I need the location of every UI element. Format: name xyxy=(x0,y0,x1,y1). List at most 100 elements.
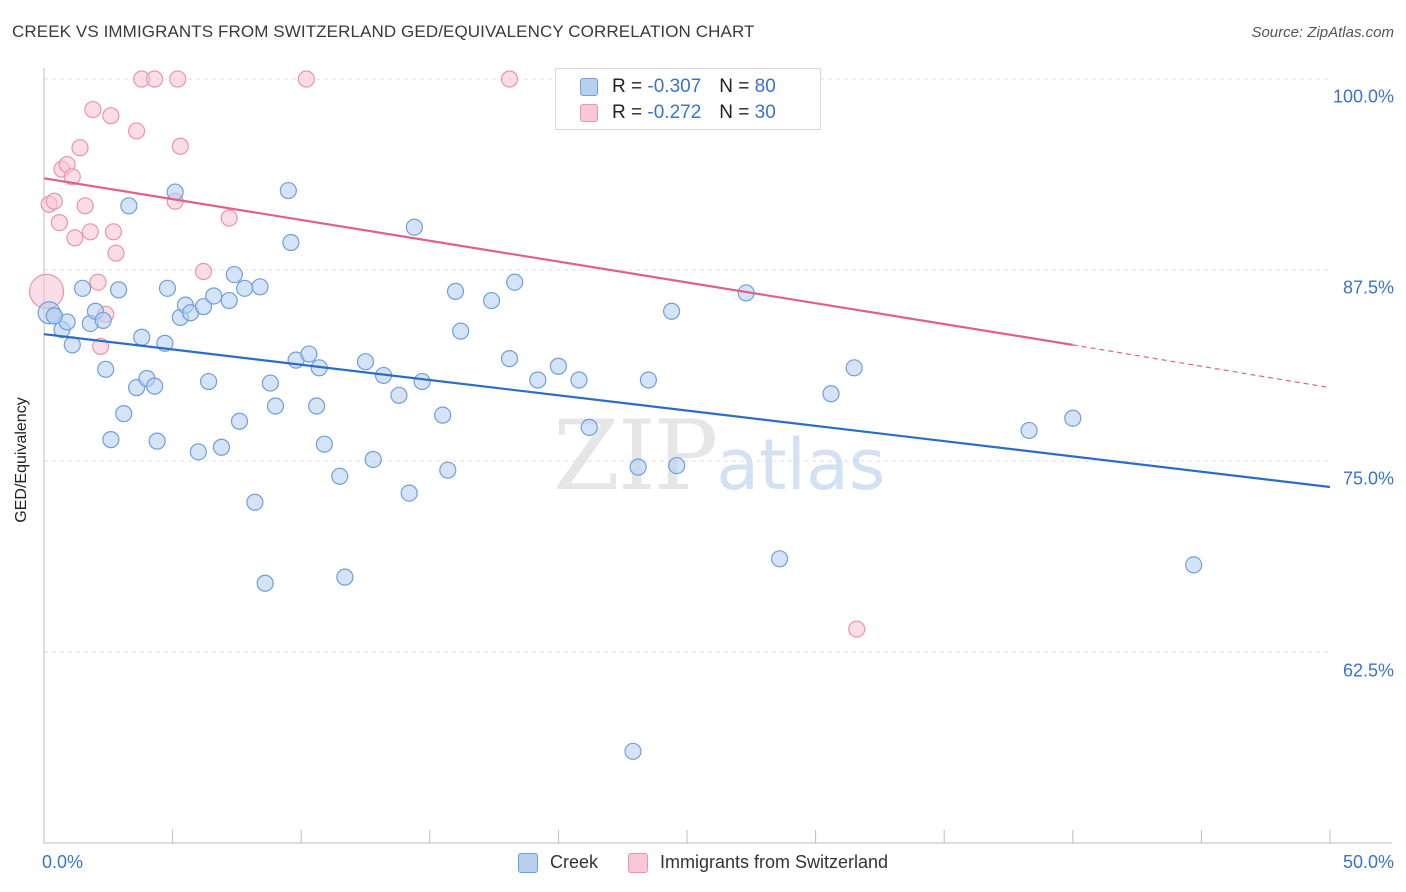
data-point-creek xyxy=(331,467,349,485)
data-point-creek xyxy=(629,458,647,476)
data-point-creek xyxy=(624,742,642,760)
data-point-creek xyxy=(189,443,207,461)
data-point-creek xyxy=(282,233,300,252)
data-point-creek xyxy=(205,287,223,305)
x-tick-label: 50.0% xyxy=(1342,852,1394,872)
data-point-creek xyxy=(212,438,231,456)
data-point-swiss xyxy=(84,100,102,119)
watermark-atlas: atlas xyxy=(716,424,886,506)
data-point-creek xyxy=(200,372,218,391)
data-point-creek xyxy=(279,181,297,200)
data-point-creek xyxy=(120,197,138,215)
data-point-swiss xyxy=(107,244,125,262)
data-point-creek xyxy=(102,431,120,449)
data-point-swiss xyxy=(81,223,99,241)
data-point-creek xyxy=(148,432,166,450)
data-point-creek xyxy=(580,418,598,436)
data-point-swiss xyxy=(45,192,63,210)
axes xyxy=(43,68,1392,844)
data-point-creek xyxy=(158,279,177,297)
data-point-creek xyxy=(405,218,423,236)
data-point-creek xyxy=(97,360,115,378)
data-point-creek xyxy=(549,357,568,375)
data-point-creek xyxy=(300,345,318,363)
data-point-creek xyxy=(115,405,133,423)
data-point-swiss xyxy=(104,223,123,241)
data-point-creek xyxy=(261,374,279,392)
data-point-creek xyxy=(668,456,686,475)
data-point-creek xyxy=(315,435,333,453)
data-point-creek xyxy=(220,291,238,310)
data-point-creek xyxy=(639,371,658,389)
data-point-creek xyxy=(1064,409,1082,427)
data-point-creek xyxy=(246,493,264,511)
y-tick-label: 100.0% xyxy=(1332,86,1394,107)
data-point-creek xyxy=(336,568,354,586)
source-label: Source: ZipAtlas.com xyxy=(1251,24,1394,41)
watermark-zip: ZIP xyxy=(553,400,718,512)
data-point-creek xyxy=(109,281,128,299)
data-point-swiss xyxy=(194,262,213,281)
trend-lines xyxy=(43,177,1331,489)
data-point-creek xyxy=(73,279,92,297)
n-value: 80 xyxy=(754,76,776,97)
data-point-swiss xyxy=(63,168,81,186)
n-label: N = xyxy=(719,76,750,97)
data-point-creek xyxy=(390,386,408,404)
data-point-swiss xyxy=(76,197,94,215)
data-point-creek xyxy=(506,273,524,291)
y-axis-label: GED/Equivalency xyxy=(13,397,30,523)
data-point-creek xyxy=(446,282,465,300)
series-immigrants-from-switzerland xyxy=(28,70,866,638)
series-creek xyxy=(37,70,1203,760)
data-point-swiss xyxy=(169,70,187,88)
trend-line-swiss-extrapolated xyxy=(1072,344,1331,389)
chart-title: CREEK VS IMMIGRANTS FROM SWITZERLAND GED… xyxy=(12,22,755,41)
r-label: R = xyxy=(612,76,643,97)
data-point-creek xyxy=(225,265,243,284)
data-point-swiss xyxy=(848,620,866,638)
data-point-creek xyxy=(439,461,457,479)
y-tick-label: 87.5% xyxy=(1342,277,1394,298)
data-point-swiss xyxy=(171,137,189,155)
data-point-creek xyxy=(266,397,285,415)
creek-swatch xyxy=(580,78,598,96)
r-value: -0.307 xyxy=(647,76,702,97)
data-point-swiss xyxy=(220,209,238,227)
data-point-creek xyxy=(236,279,254,297)
data-point-creek xyxy=(45,307,63,325)
data-point-creek xyxy=(194,298,213,316)
data-point-creek xyxy=(308,397,326,415)
stats-row-swiss: R = -0.272 N = 30 xyxy=(580,101,776,125)
data-point-creek xyxy=(356,353,375,371)
data-point-creek xyxy=(251,278,269,296)
data-point-creek xyxy=(482,291,501,310)
data-point-creek xyxy=(230,412,249,430)
legend-item-swiss[interactable]: Immigrants from Switzerland xyxy=(627,852,889,873)
trend-line-swiss xyxy=(43,177,1073,346)
watermark: ZIPatlas xyxy=(553,400,885,512)
stats-legend: R = -0.307 N = 80 R = -0.272 N = 30 xyxy=(555,68,821,130)
creek-swatch xyxy=(517,852,538,873)
legend-label: Creek xyxy=(549,852,598,872)
data-point-creek xyxy=(256,574,274,592)
data-point-creek xyxy=(570,371,588,389)
data-point-creek xyxy=(529,371,547,389)
data-point-swiss xyxy=(89,273,107,291)
series-legend: Creek Immigrants from Switzerland xyxy=(0,852,1406,873)
swiss-swatch xyxy=(627,852,648,873)
x-tick-label: 0.0% xyxy=(42,852,84,872)
y-tick-label: 62.5% xyxy=(1342,660,1394,681)
stats-row-creek: R = -0.307 N = 80 xyxy=(580,75,776,99)
data-point-creek xyxy=(845,359,863,377)
data-point-creek xyxy=(400,484,418,502)
data-point-swiss xyxy=(127,122,146,140)
data-point-creek xyxy=(500,350,519,368)
data-point-creek xyxy=(133,328,151,346)
legend-label: Immigrants from Switzerland xyxy=(659,852,889,872)
legend-item-creek[interactable]: Creek xyxy=(517,852,598,873)
data-point-creek xyxy=(413,372,431,391)
data-point-creek xyxy=(452,322,470,340)
data-point-creek xyxy=(822,385,840,403)
data-point-creek xyxy=(1020,421,1038,440)
